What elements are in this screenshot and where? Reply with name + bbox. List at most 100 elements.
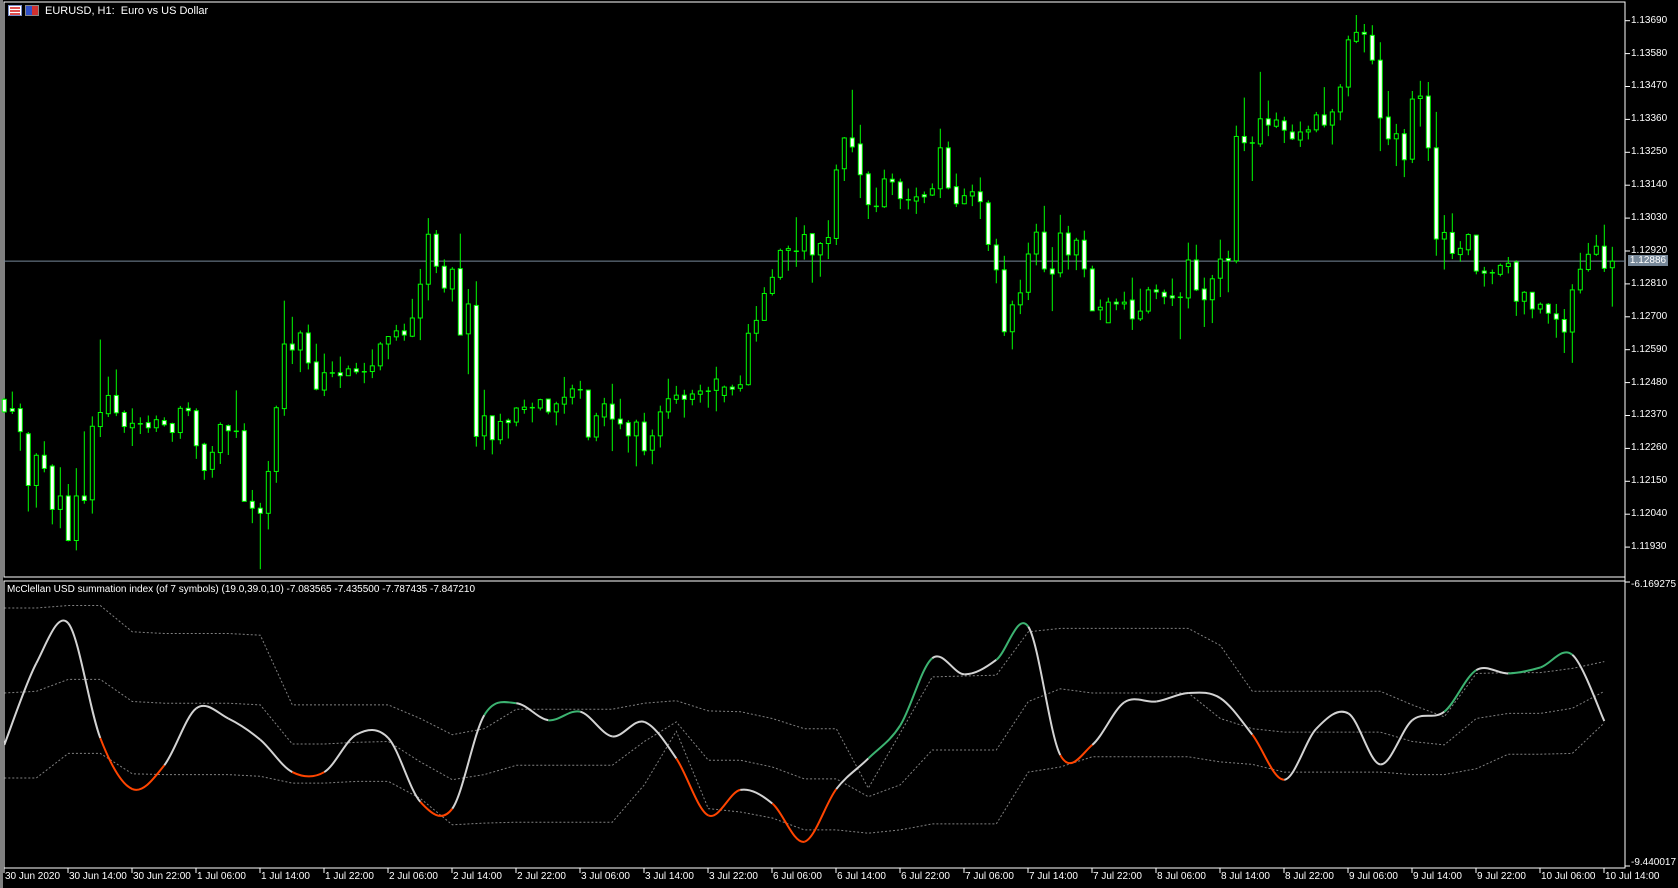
summation-line-segment <box>35 619 70 664</box>
bull-candle-body <box>1217 258 1223 279</box>
candle <box>161 417 167 427</box>
summation-line-segment <box>1475 666 1509 675</box>
bull-candle-body <box>665 398 671 413</box>
bear-candle-body <box>489 415 495 441</box>
summation-line-segment <box>579 710 613 738</box>
candle <box>1009 300 1015 350</box>
candle <box>1033 223 1039 266</box>
candle <box>1145 286 1151 314</box>
candle <box>1425 82 1431 161</box>
bear-candle-body <box>977 191 983 203</box>
bull-candle-body <box>1097 306 1103 311</box>
summation-line-segment <box>195 704 229 720</box>
bull-candle-body <box>377 343 383 367</box>
candle <box>345 365 351 377</box>
candle <box>321 353 327 397</box>
candle <box>809 233 815 283</box>
time-axis-ticks <box>3 868 1605 873</box>
bull-candle-body <box>297 332 303 351</box>
bull-candle-body <box>129 422 135 429</box>
bear-candle-body <box>1241 135 1247 144</box>
candle <box>609 383 615 452</box>
candle <box>561 376 567 414</box>
bear-candle-body <box>1369 34 1375 61</box>
candle <box>1193 244 1199 292</box>
summation-index-line <box>3 619 1606 843</box>
price-label: 1.12150 <box>1631 475 1668 487</box>
candle <box>265 460 271 530</box>
bull-candle-body <box>137 423 143 425</box>
candle <box>401 323 407 341</box>
summation-line-segment <box>867 724 902 760</box>
time-label: 3 Jul 22:00 <box>709 871 758 882</box>
bear-candle-body <box>1361 31 1367 35</box>
candle <box>473 281 479 447</box>
bull-candle-body <box>233 430 239 433</box>
bull-candle-body <box>273 407 279 472</box>
candle <box>777 248 783 280</box>
bear-candle-body <box>1401 133 1407 161</box>
candle <box>9 391 15 415</box>
bull-candle-body <box>33 454 39 486</box>
summation-line-segment <box>1443 669 1477 713</box>
candle <box>33 453 39 508</box>
bull-candle-body <box>1057 232 1063 274</box>
bear-candle-body <box>185 407 191 412</box>
bear-candle-body <box>1049 268 1055 275</box>
candle <box>409 298 415 338</box>
time-label: 8 Jul 14:00 <box>1221 871 1270 882</box>
bull-candle-body <box>761 292 767 321</box>
time-label: 6 Jul 06:00 <box>773 871 822 882</box>
bull-candle-body <box>1537 303 1543 310</box>
symbol-icon <box>25 5 39 16</box>
summation-line-segment <box>612 720 645 738</box>
candle <box>217 422 223 464</box>
candle <box>897 178 903 210</box>
candle <box>1249 136 1255 182</box>
candle <box>977 177 983 219</box>
bull-candle-body <box>1305 129 1311 133</box>
bear-candle-body <box>1161 291 1167 298</box>
candle <box>1041 205 1047 273</box>
bear-candle-body <box>809 233 815 256</box>
summation-line-segment <box>387 737 422 803</box>
candle <box>1329 108 1335 145</box>
bull-candle-body <box>1121 301 1127 305</box>
bull-candle-body <box>281 343 287 410</box>
bull-candle-body <box>1249 142 1255 144</box>
candle <box>73 468 79 551</box>
bear-candle-body <box>1201 288 1207 301</box>
candle <box>1025 242 1031 301</box>
candle <box>1313 111 1319 133</box>
candle <box>489 415 495 455</box>
bull-candle-body <box>697 390 703 395</box>
candle <box>257 502 263 570</box>
bull-candle-body <box>1409 98 1415 160</box>
candle <box>497 413 503 445</box>
bull-candle-body <box>1337 86 1343 113</box>
bull-candle-body <box>1505 262 1511 268</box>
bull-candle-body <box>177 407 183 434</box>
bull-candle-body <box>553 403 559 413</box>
candle <box>97 339 103 438</box>
bull-candle-body <box>105 394 111 415</box>
bear-candle-body <box>1 398 7 413</box>
bear-candle-body <box>1225 257 1231 262</box>
bear-candle-body <box>1153 289 1159 293</box>
bull-candle-body <box>905 199 911 201</box>
summation-line-segment <box>995 622 1030 661</box>
candle <box>393 324 399 341</box>
bear-candle-body <box>433 233 439 267</box>
candle <box>25 431 31 512</box>
candle <box>449 267 455 302</box>
bull-candle-body <box>1569 289 1575 333</box>
candle <box>601 397 607 427</box>
bear-candle-body <box>1529 291 1535 310</box>
indicator-bands <box>4 605 1605 834</box>
price-label: 1.12370 <box>1631 409 1668 421</box>
candles <box>1 15 1615 570</box>
bear-candle-body <box>1289 131 1295 140</box>
bull-candle-body <box>537 399 543 409</box>
bear-candle-body <box>1081 239 1087 270</box>
